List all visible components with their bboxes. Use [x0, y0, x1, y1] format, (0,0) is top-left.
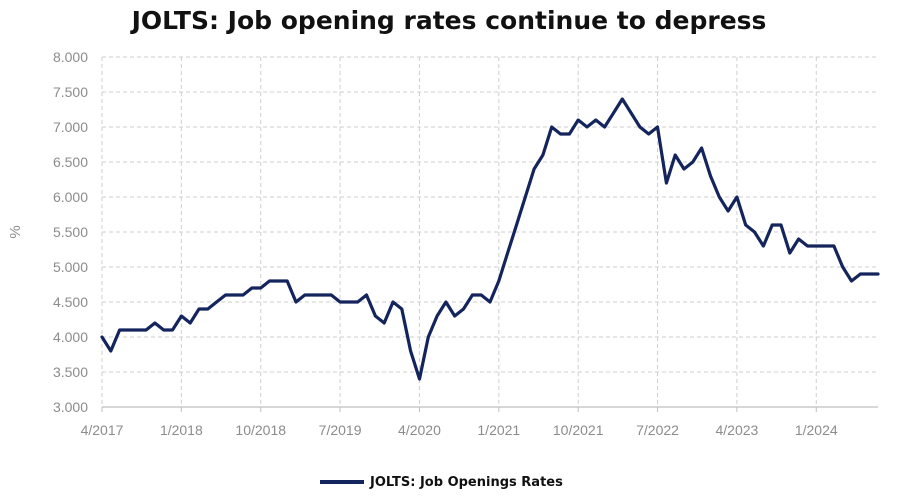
legend-label: JOLTS: Job Openings Rates: [370, 474, 563, 490]
x-tick-label: 1/2024: [795, 422, 838, 438]
x-tick-label: 4/2017: [81, 422, 124, 438]
y-tick-label: 7.500: [53, 84, 88, 100]
y-tick-label: 5.500: [53, 224, 88, 240]
y-tick-label: 6.000: [53, 189, 88, 205]
x-tick-label: 4/2023: [715, 422, 758, 438]
x-tick-label: 7/2019: [319, 422, 362, 438]
legend-swatch: [320, 480, 364, 484]
x-axis-ticks: 4/2017 1/2018 10/2018 7/2019 4/2020 1/2021 10/…: [81, 422, 838, 438]
y-tick-label: 4.000: [53, 329, 88, 345]
y-tick-label: 3.000: [53, 399, 88, 415]
x-tick-label: 1/2021: [477, 422, 520, 438]
legend: JOLTS: Job Openings Rates: [320, 472, 563, 492]
x-tick-label: 1/2018: [160, 422, 203, 438]
x-tick-label: 10/2021: [553, 422, 604, 438]
gridlines: [101, 56, 878, 407]
y-tick-label: 4.500: [53, 294, 88, 310]
y-tick-label: 5.000: [53, 259, 88, 275]
x-tick-label: 7/2022: [636, 422, 679, 438]
y-axis-ticks: 3.000 3.500 4.000 4.500 5.000 5.500 6.000 6.500…: [53, 49, 88, 415]
axes: [101, 406, 878, 412]
series-line: [100, 97, 880, 381]
y-axis-label: %: [7, 225, 24, 238]
y-tick-label: 8.000: [53, 49, 88, 65]
series-lines: [100, 97, 880, 381]
y-tick-label: 6.500: [53, 154, 88, 170]
y-tick-label: 3.500: [53, 364, 88, 380]
x-tick-label: 4/2020: [398, 422, 441, 438]
y-tick-label: 7.000: [53, 119, 88, 135]
x-tick-label: 10/2018: [235, 422, 286, 438]
chart-title: JOLTS: Job opening rates continue to dep…: [131, 6, 767, 35]
